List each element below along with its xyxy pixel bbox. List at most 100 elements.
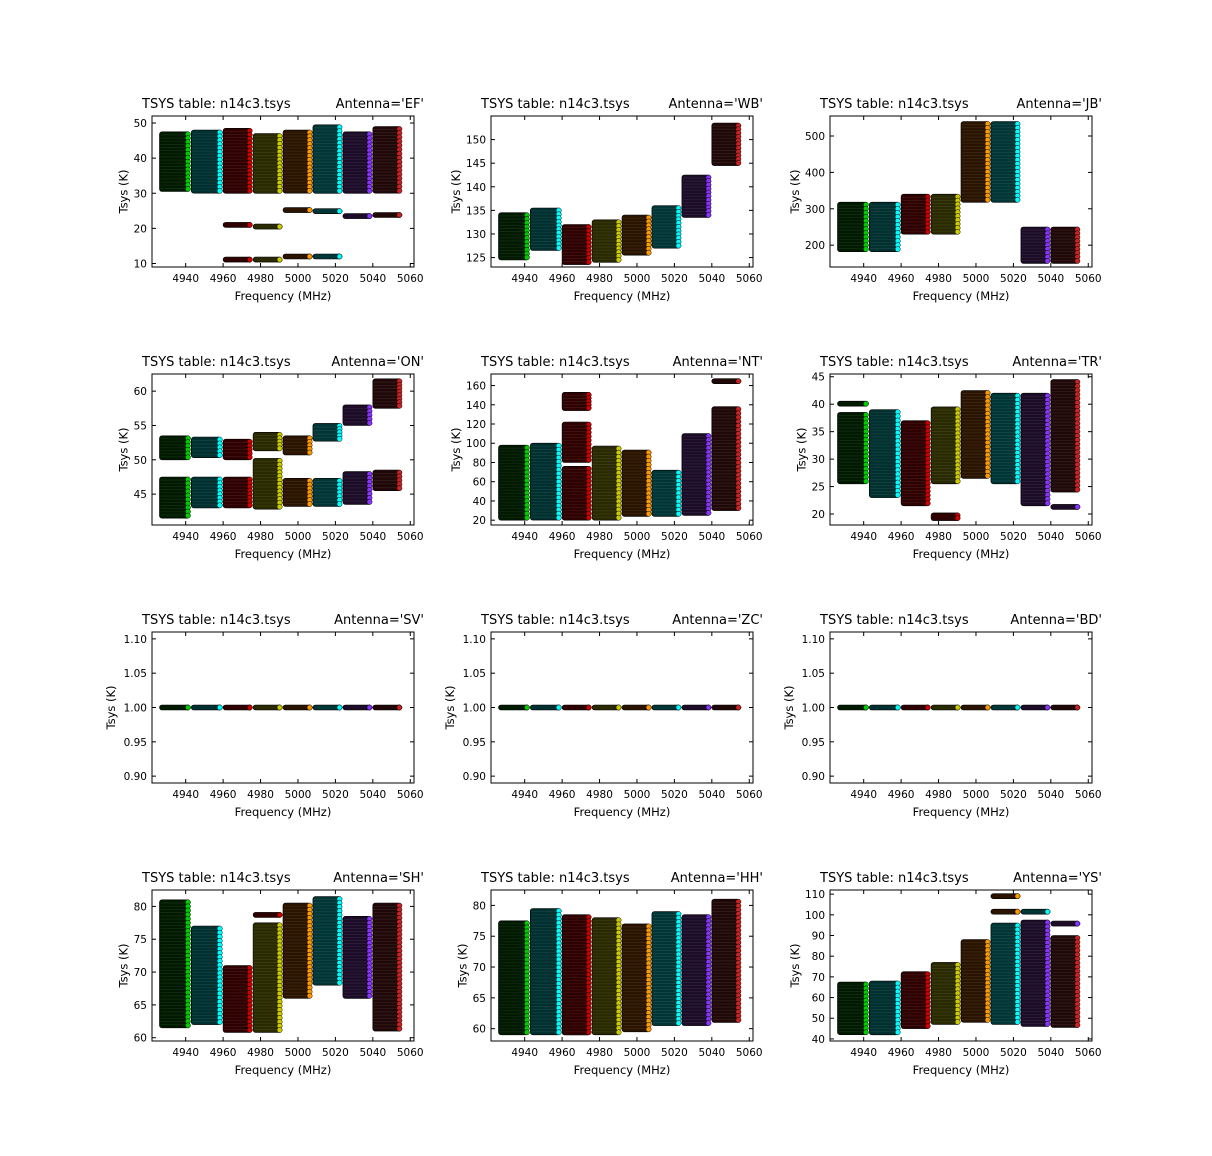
tsys-panel: 4940 4960 4980 5000 5020 5040 5060 60 65 70 75 80 Fr… xyxy=(116,871,424,1077)
tsys-point xyxy=(396,704,403,711)
tsys-point xyxy=(863,1029,869,1036)
panel-title: TSYS table: n14c3.tsys xyxy=(480,97,630,112)
x-axis-label: Frequency (MHz) xyxy=(574,289,671,303)
y-tick-label: 60 xyxy=(473,477,486,489)
x-tick-label: 5020 xyxy=(661,789,688,801)
axes-frame xyxy=(151,889,415,1042)
x-tick-label: 5060 xyxy=(1075,273,1102,285)
tsys-point xyxy=(366,704,373,711)
x-tick-label: 4960 xyxy=(549,789,576,801)
tsys-point xyxy=(735,378,742,385)
x-tick-label: 4960 xyxy=(210,273,237,285)
tsys-point xyxy=(366,499,373,505)
plot-area xyxy=(498,898,742,1036)
tsys-point xyxy=(524,514,530,521)
tsys-point xyxy=(276,256,283,263)
x-tick-label: 4980 xyxy=(247,273,274,285)
tsys-point xyxy=(246,454,253,461)
tsys-point xyxy=(185,454,191,461)
x-tick-label: 5040 xyxy=(698,531,725,543)
x-tick-label: 5060 xyxy=(397,1047,424,1059)
tsys-data-block xyxy=(868,980,900,1036)
x-axis-label: Frequency (MHz) xyxy=(574,547,671,561)
plot-area xyxy=(837,893,1081,1036)
y-tick-label: 110 xyxy=(805,889,825,901)
y-tick-label: 75 xyxy=(134,934,147,946)
tsys-point xyxy=(585,457,592,463)
tsys-data-block xyxy=(372,378,402,409)
y-tick-label: 70 xyxy=(473,962,486,974)
x-tick-label: 4940 xyxy=(172,1047,199,1059)
tsys-panel: 4940 4960 4980 5000 5020 5040 5060 0.90 0.95 1.00… xyxy=(782,613,1102,819)
y-tick-label: 20 xyxy=(473,515,486,527)
tsys-point xyxy=(1044,1021,1051,1027)
plot-area xyxy=(159,704,403,711)
y-tick-label: 65 xyxy=(134,1000,147,1012)
x-tick-label: 4940 xyxy=(850,789,877,801)
x-tick-label: 5060 xyxy=(736,1047,763,1059)
x-tick-label: 5000 xyxy=(624,273,651,285)
tsys-point xyxy=(675,1020,682,1026)
x-tick-label: 5060 xyxy=(736,531,763,543)
x-tick-label: 4940 xyxy=(850,531,877,543)
x-tick-label: 5000 xyxy=(624,531,651,543)
tsys-point xyxy=(336,979,343,986)
x-axis-label: Frequency (MHz) xyxy=(913,547,1010,561)
x-tick-label: 5020 xyxy=(661,1047,688,1059)
y-axis-label: Tsys (K) xyxy=(455,943,469,988)
plot-area xyxy=(159,124,403,263)
tsys-point xyxy=(1074,504,1081,510)
tsys-point xyxy=(1044,704,1051,711)
y-tick-label: 60 xyxy=(473,1024,486,1036)
tsys-point xyxy=(216,452,223,459)
tsys-point xyxy=(1044,258,1051,264)
tsys-point xyxy=(615,514,622,521)
tsys-point xyxy=(705,704,712,711)
x-axis-label: Frequency (MHz) xyxy=(235,289,332,303)
x-tick-label: 5040 xyxy=(698,1047,725,1059)
tsys-point xyxy=(246,187,253,194)
tsys-point xyxy=(524,254,530,261)
antenna-label: Antenna='SH' xyxy=(333,871,424,886)
tsys-point xyxy=(645,1026,652,1033)
tsys-point xyxy=(216,704,223,711)
tsys-point xyxy=(366,992,373,999)
tsys-data-block xyxy=(498,704,529,711)
tsys-data-block xyxy=(837,400,868,407)
tsys-panel: 4940 4960 4980 5000 5020 5040 5060 0.90 0.95 1.00… xyxy=(104,613,424,819)
y-tick-label: 70 xyxy=(812,972,825,984)
x-tick-label: 5020 xyxy=(661,531,688,543)
y-tick-label: 0.90 xyxy=(463,771,486,783)
x-tick-label: 5000 xyxy=(285,789,312,801)
tsys-point xyxy=(246,222,253,228)
y-tick-label: 60 xyxy=(812,993,825,1005)
x-tick-label: 4980 xyxy=(925,789,952,801)
y-tick-label: 70 xyxy=(134,967,147,979)
tsys-point xyxy=(735,505,742,511)
tsys-data-block xyxy=(621,923,651,1033)
panel-title: TSYS table: n14c3.tsys xyxy=(480,355,630,370)
antenna-label: Antenna='JB' xyxy=(1017,97,1102,112)
tsys-point xyxy=(863,478,869,485)
tsys-point xyxy=(615,704,622,711)
tsys-point xyxy=(705,212,712,218)
y-tick-label: 55 xyxy=(134,420,147,432)
x-tick-label: 5000 xyxy=(963,531,990,543)
y-axis-label: Tsys (K) xyxy=(104,685,118,730)
axes-frame xyxy=(829,115,1093,268)
x-tick-label: 5060 xyxy=(397,789,424,801)
tsys-point xyxy=(276,1027,283,1033)
tsys-point xyxy=(555,514,562,521)
y-tick-label: 130 xyxy=(466,229,486,241)
y-tick-label: 20 xyxy=(812,509,825,521)
tsys-point xyxy=(396,1025,403,1032)
tsys-point xyxy=(675,704,682,711)
tsys-point xyxy=(336,187,343,194)
x-tick-label: 4940 xyxy=(511,531,538,543)
x-tick-label: 4940 xyxy=(172,273,199,285)
panel-title: TSYS table: n14c3.tsys xyxy=(819,355,969,370)
tsys-point xyxy=(396,187,403,194)
x-tick-label: 4940 xyxy=(511,789,538,801)
tsys-point xyxy=(1014,893,1021,900)
x-tick-label: 5000 xyxy=(624,789,651,801)
